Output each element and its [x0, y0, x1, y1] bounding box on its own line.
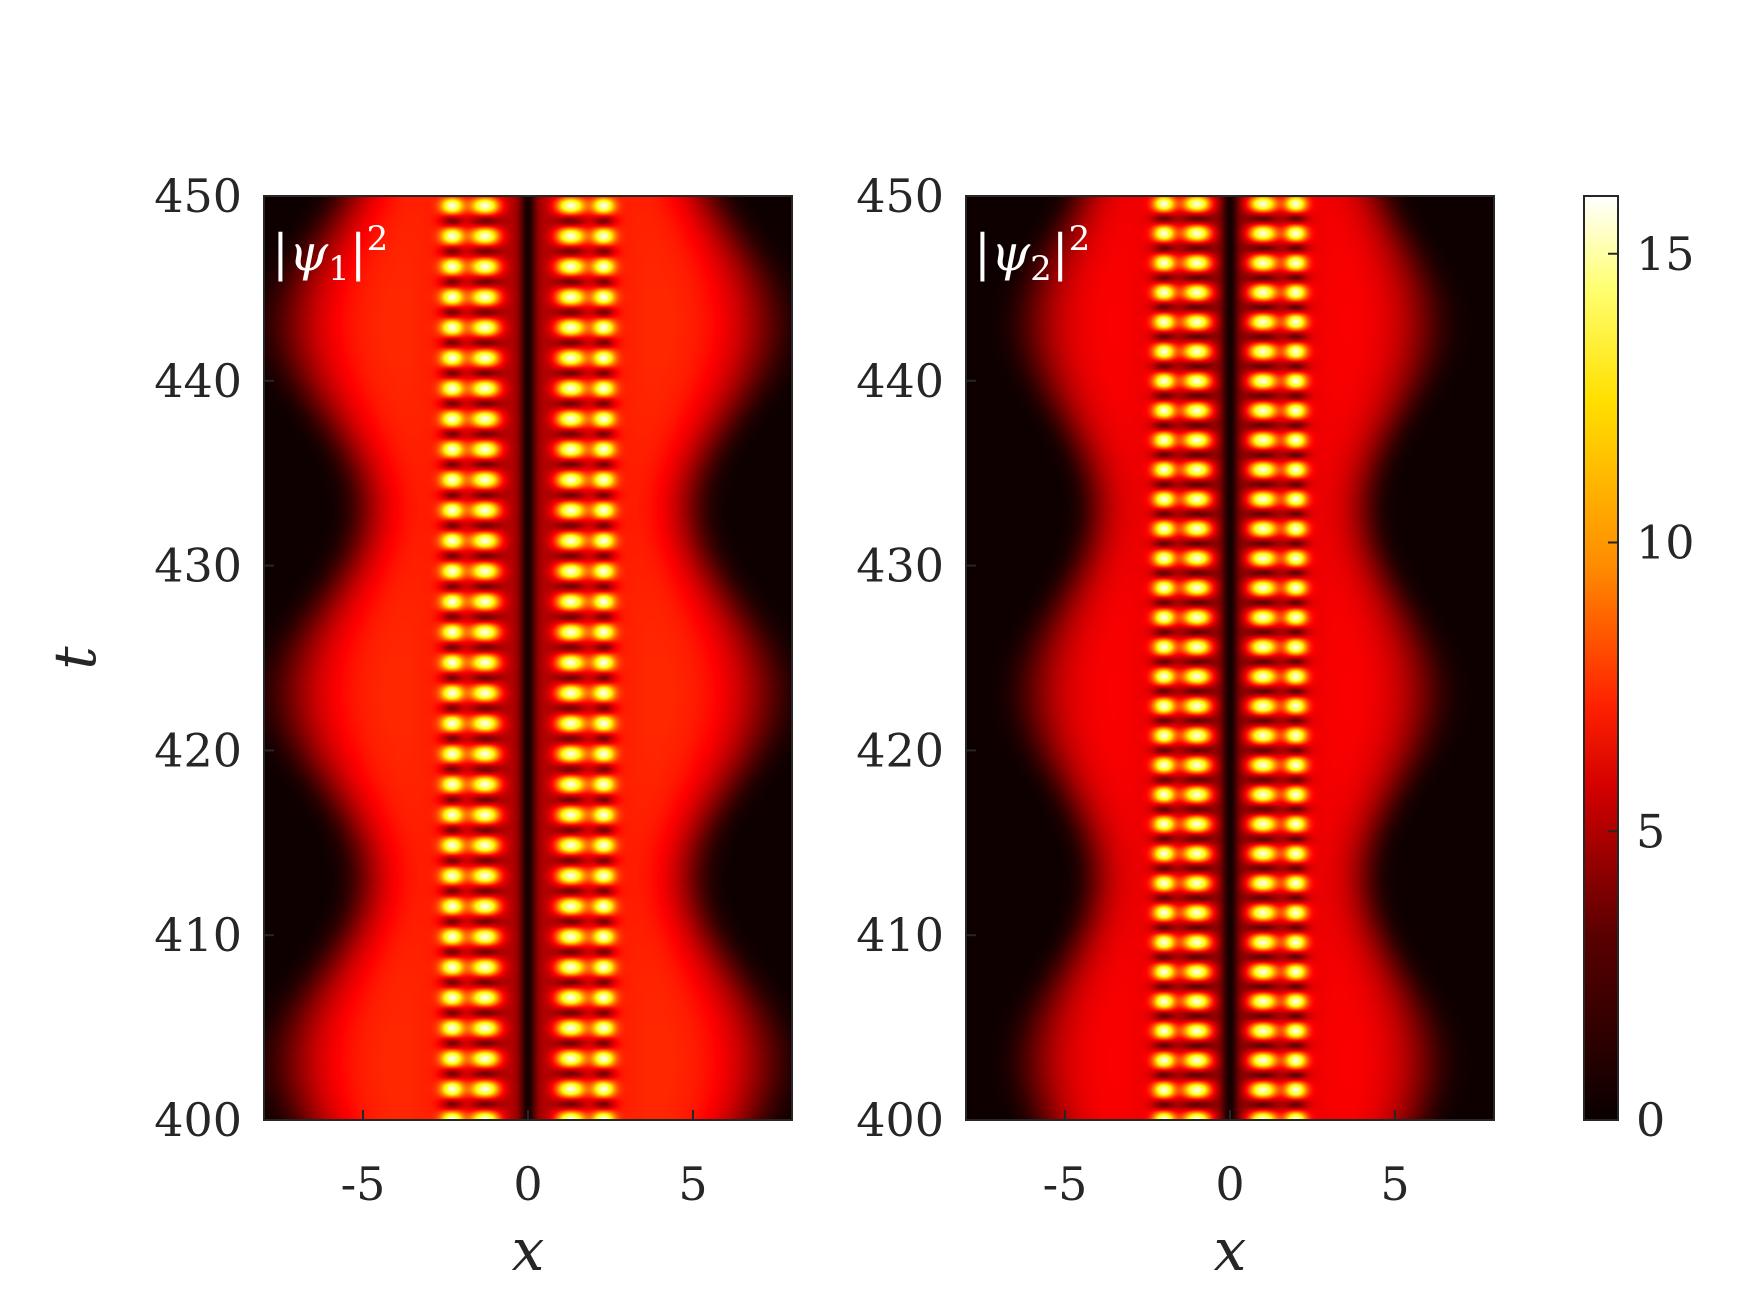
y-tick-label: 400 [856, 1093, 944, 1147]
colorbar-box [1583, 195, 1619, 1121]
y-axis-label: t [41, 646, 109, 670]
y-tick-label: 440 [856, 354, 944, 408]
x-tick-label: 5 [1380, 1157, 1409, 1211]
x-tick-label: 0 [1215, 1157, 1244, 1211]
y-tick-label: 450 [856, 169, 944, 223]
panel-label-bar: | [272, 224, 289, 282]
axes-2-ticks: -5 0 5 400 410 420 430 440 450 [856, 169, 1409, 1211]
panel-1-label: |ψ1|2 [272, 219, 388, 289]
x-tick-label: 0 [513, 1157, 542, 1211]
axes-1-ticks: -5 0 5 400 410 420 430 440 450 [154, 169, 707, 1211]
panel-label-symbol: ψ [289, 224, 329, 282]
panel-label-superscript: 2 [367, 219, 389, 259]
colorbar-tick-label: 10 [1636, 516, 1695, 570]
panel-label-subscript: 1 [328, 249, 350, 289]
panel-label-bar: | [1052, 224, 1069, 282]
heatmap-1-canvas [264, 196, 792, 1120]
x-tick-label: -5 [341, 1157, 386, 1211]
x-axis-label-2: x [1214, 1216, 1247, 1284]
panel-label-superscript: 2 [1069, 219, 1091, 259]
x-axis-label-1: x [512, 1216, 545, 1284]
y-tick-label: 410 [154, 908, 242, 962]
colorbar: 0 5 10 15 [1583, 195, 1695, 1147]
colorbar-tick-label: 0 [1636, 1093, 1665, 1147]
y-tick-label: 420 [154, 723, 242, 777]
x-tick-label: 5 [678, 1157, 707, 1211]
panel-label-bar: | [350, 224, 367, 282]
y-tick-label: 450 [154, 169, 242, 223]
x-tick-label: -5 [1043, 1157, 1088, 1211]
panel-label-symbol: ψ [991, 224, 1031, 282]
heatmap-1-field-wrap [264, 196, 792, 1120]
colorbar-tick-label: 15 [1636, 227, 1695, 281]
panel-label-subscript: 2 [1030, 249, 1052, 289]
heatmap-2-field-wrap [966, 196, 1494, 1120]
y-tick-label: 440 [154, 354, 242, 408]
y-tick-label: 400 [154, 1093, 242, 1147]
panel-label-bar: | [974, 224, 991, 282]
heatmap-2-canvas [966, 196, 1494, 1120]
panel-2-label: |ψ2|2 [974, 219, 1090, 289]
y-tick-label: 420 [856, 723, 944, 777]
colorbar-tick-label: 5 [1636, 804, 1665, 858]
colorbar-ticks: 0 5 10 15 [1608, 227, 1695, 1147]
colorbar-gradient [1584, 196, 1618, 1120]
y-tick-label: 430 [154, 539, 242, 593]
y-tick-label: 430 [856, 539, 944, 593]
y-tick-label: 410 [856, 908, 944, 962]
